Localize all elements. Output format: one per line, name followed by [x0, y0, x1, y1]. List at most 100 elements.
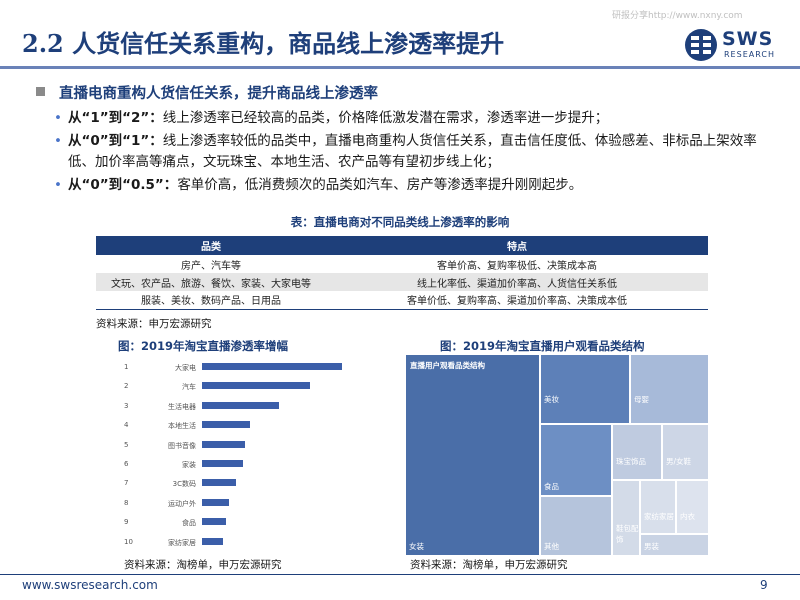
- table-cell: 服装、美妆、数码产品、日用品: [96, 291, 326, 310]
- watermark: 研报分享http://www.nxny.com: [612, 11, 743, 21]
- bar-row: 3 生活电器: [118, 397, 348, 416]
- treemap-title: 图：2019年淘宝直播用户观看品类结构: [440, 339, 645, 353]
- bar-rank-label: 5: [124, 440, 129, 449]
- bar-category-label: 大家电: [175, 364, 196, 372]
- treemap-cell-label: 其他: [544, 542, 559, 551]
- bar-rank-label: 3: [124, 401, 129, 410]
- bar-row: 2 汽车: [118, 377, 348, 396]
- treemap-cell-label: 珠宝饰品: [616, 457, 646, 466]
- bar-row: 1 大家电: [118, 358, 348, 377]
- bar-chart-title: 图：2019年淘宝直播渗透率增幅: [118, 339, 289, 353]
- category-treemap: 女装 美妆 食品 母婴 其他 珠宝饰品 男/女鞋 鞋包配饰 家纺家居 内衣 男装 直播用户观看品类结构: [405, 354, 709, 556]
- table-row: 服装、美妆、数码产品、日用品 客单价低、复购率高、渠道加价率高、决策成本低: [96, 291, 708, 310]
- bar-row: 5 图书音像: [118, 436, 348, 455]
- bullet-item: • 从“0”到“0.5”：客单价高，低消费频次的品类如汽车、房产等渗透率提升刚刚起…: [54, 175, 758, 196]
- bar: [202, 498, 229, 506]
- bar-rank-label: 2: [124, 382, 129, 391]
- treemap-cell-label: 男装: [644, 542, 659, 551]
- square-bullet-icon: [36, 87, 45, 96]
- bar: [202, 382, 310, 390]
- section-heading: 直播电商重构人货信任关系，提升商品线上渗透率: [36, 82, 378, 103]
- table-cell: 客单价低、复购率高、渠道加价率高、决策成本低: [326, 291, 708, 310]
- treemap-cell-label: 女装: [409, 542, 424, 551]
- treemap-cell-label: 内衣: [680, 512, 695, 521]
- logo-text: SWS: [722, 28, 774, 50]
- bar: [202, 401, 279, 409]
- treemap-cell-label: 母婴: [634, 395, 649, 404]
- table-cell: 客单价高、复购率极低、决策成本高: [437, 260, 597, 272]
- table-caption: 表：直播电商对不同品类线上渗透率的影响: [290, 215, 510, 229]
- bar-category-label: 图书音像: [168, 441, 196, 450]
- bar-category-label: 家纺家居: [168, 538, 196, 547]
- bar-category-label: 本地生活: [168, 422, 196, 431]
- bar-rank-label: 4: [124, 421, 129, 430]
- bullet-dot-icon: •: [54, 177, 62, 193]
- bar-row: 6 家装: [118, 455, 348, 474]
- table-cell: 文玩、农产品、旅游、餐饮、家装、大家电等: [96, 273, 326, 291]
- treemap-cell: 食品: [540, 424, 612, 496]
- bar-row: 7 3C数码: [118, 474, 348, 493]
- title-divider: [0, 66, 800, 69]
- bar-category-label: 食品: [182, 519, 196, 528]
- treemap-root-label: 直播用户观看品类结构: [410, 361, 485, 370]
- bar-rank-label: 10: [124, 537, 133, 546]
- bar: [202, 479, 236, 487]
- bullet-lead: 从“1”到“2”：: [68, 110, 163, 126]
- treemap-cell: 女装: [405, 354, 540, 556]
- bullet-text: 线上渗透率已经较高的品类，价格降低激发潜在需求，渗透率进一步提升；: [162, 110, 609, 126]
- table-header-category: 品类: [96, 236, 326, 255]
- category-table: 品类 特点 房产、汽车等 客单价高、复购率极低、决策成本高 文玩、农产品、旅游、…: [96, 236, 708, 310]
- bullet-text: 客单价高，低消费频次的品类如汽车、房产等渗透率提升刚刚起步。: [177, 177, 583, 193]
- table-header-row: 品类 特点: [96, 236, 708, 255]
- bar-rank-label: 1: [124, 363, 129, 371]
- logo-subtext: RESEARCH: [724, 50, 775, 59]
- bar: [202, 460, 243, 467]
- bar-category-label: 运动户外: [168, 499, 196, 508]
- treemap-cell: 男装: [640, 534, 709, 556]
- treemap-cell: 母婴: [630, 354, 709, 424]
- bar-row: 8 运动户外: [118, 494, 348, 513]
- table-header-feature: 特点: [326, 236, 708, 255]
- bullet-list: • 从“1”到“2”：线上渗透率已经较高的品类，价格降低激发潜在需求，渗透率进一步…: [54, 108, 758, 198]
- bar-row: 4 本地生活: [118, 416, 348, 435]
- table-cell: 线上化率低、渠道加价率高、人货信任关系低: [326, 273, 708, 291]
- bar-category-label: 生活电器: [168, 402, 196, 411]
- bar-rank-label: 9: [124, 518, 129, 527]
- section-heading-text: 直播电商重构人货信任关系，提升商品线上渗透率: [59, 86, 378, 102]
- treemap-cell-label: 男/女鞋: [666, 457, 692, 466]
- bullet-dot-icon: •: [54, 110, 62, 126]
- treemap-cell: 美妆: [540, 354, 630, 424]
- treemap-cell: 家纺家居: [640, 480, 676, 534]
- page-number: 9: [760, 578, 768, 592]
- footer-website-link[interactable]: www.swsresearch.com: [22, 578, 158, 592]
- treemap-cell-label: 美妆: [544, 395, 559, 404]
- table-row: 文玩、农产品、旅游、餐饮、家装、大家电等 线上化率低、渠道加价率高、人货信任关系…: [96, 273, 708, 291]
- bar: [202, 537, 223, 545]
- treemap-cell: 其他: [540, 496, 612, 556]
- bullet-text: 线上渗透率较低的品类中，直播电商重构人货信任关系，直击信任度低、体验感差、非标品…: [68, 133, 757, 170]
- treemap-cell: 男/女鞋: [662, 424, 709, 480]
- penetration-bar-chart: 1 大家电 2 汽车 3 生活电器 4 本地生活 5 图书音像 6 家装 7 3C数码 8 运动户外 9 食品 10…: [118, 358, 348, 554]
- treemap-cell: 内衣: [676, 480, 709, 534]
- bar: [202, 421, 250, 429]
- sws-logo: SWS RESEARCH: [684, 28, 784, 64]
- treemap-cell: 珠宝饰品: [612, 424, 662, 480]
- treemap-cell-label: 食品: [544, 482, 559, 491]
- bar-rank-label: 8: [124, 498, 129, 507]
- bullet-lead: 从“0”到“1”：: [68, 133, 163, 149]
- bar-rank-label: 6: [124, 460, 129, 468]
- bar-row: 9 食品: [118, 513, 348, 532]
- footer-divider: [0, 574, 800, 575]
- bullet-item: • 从“0”到“1”：线上渗透率较低的品类中，直播电商重构人货信任关系，直击信任度…: [54, 131, 758, 173]
- bullet-dot-icon: •: [54, 133, 62, 149]
- bullet-lead: 从“0”到“0.5”：: [68, 177, 178, 193]
- bar-category-label: 汽车: [182, 383, 196, 392]
- bullet-item: • 从“1”到“2”：线上渗透率已经较高的品类，价格降低激发潜在需求，渗透率进一步…: [54, 108, 758, 129]
- table-source: 资料来源：申万宏源研究: [96, 318, 212, 330]
- treemap-cell-label: 家纺家居: [644, 512, 674, 521]
- treemap-source: 资料来源：淘榜单，申万宏源研究: [410, 559, 568, 571]
- bar-rank-label: 7: [124, 479, 129, 488]
- sws-logo-icon: [685, 29, 717, 61]
- page-title: 2.2 人货信任关系重构，商品线上渗透率提升: [22, 29, 505, 58]
- bar-category-label: 家装: [182, 461, 196, 469]
